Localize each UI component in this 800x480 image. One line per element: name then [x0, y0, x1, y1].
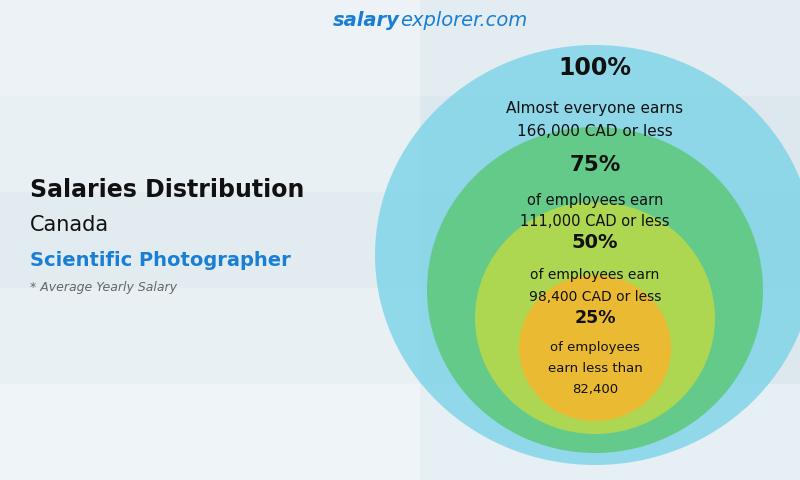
Bar — [0, 96, 800, 192]
Text: 82,400: 82,400 — [572, 383, 618, 396]
Text: Canada: Canada — [30, 215, 109, 235]
Text: 50%: 50% — [572, 233, 618, 252]
Bar — [0, 0, 420, 480]
Text: of employees: of employees — [550, 341, 640, 355]
Text: explorer.com: explorer.com — [400, 11, 527, 29]
Text: Almost everyone earns: Almost everyone earns — [506, 100, 683, 116]
Bar — [0, 192, 800, 288]
Ellipse shape — [427, 127, 763, 453]
Text: 75%: 75% — [570, 155, 621, 175]
Bar — [0, 384, 800, 480]
Text: of employees earn: of employees earn — [530, 268, 660, 282]
Bar — [0, 0, 800, 96]
Text: 111,000 CAD or less: 111,000 CAD or less — [520, 215, 670, 229]
Text: Scientific Photographer: Scientific Photographer — [30, 251, 290, 269]
Text: of employees earn: of employees earn — [527, 192, 663, 207]
Text: Salaries Distribution: Salaries Distribution — [30, 178, 304, 202]
Text: 25%: 25% — [574, 309, 616, 327]
Text: 166,000 CAD or less: 166,000 CAD or less — [517, 124, 673, 140]
Text: 100%: 100% — [558, 56, 631, 80]
Bar — [0, 288, 800, 384]
Ellipse shape — [519, 275, 671, 421]
Text: earn less than: earn less than — [548, 361, 642, 374]
Text: salary: salary — [333, 11, 400, 29]
Text: 98,400 CAD or less: 98,400 CAD or less — [529, 290, 661, 304]
Ellipse shape — [475, 202, 715, 434]
Ellipse shape — [375, 45, 800, 465]
Text: * Average Yearly Salary: * Average Yearly Salary — [30, 281, 177, 295]
